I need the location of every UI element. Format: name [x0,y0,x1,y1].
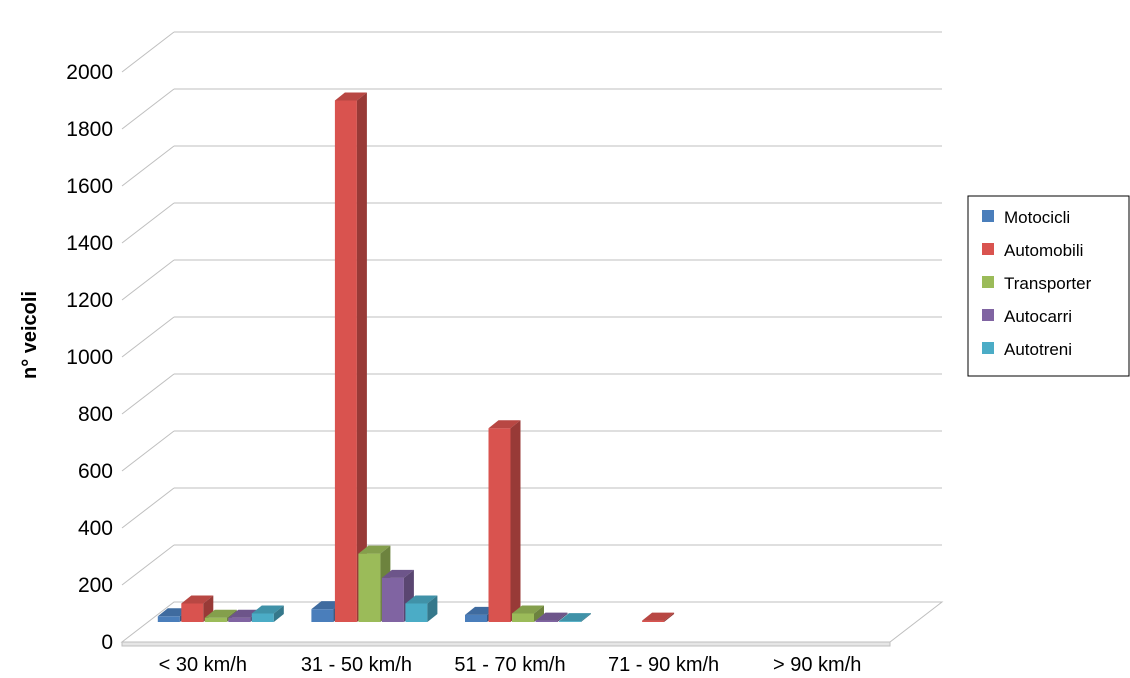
gridline-side [121,31,175,73]
bar-side [273,605,284,622]
y-tick-label: 1800 [66,118,113,141]
y-tick-label: 1000 [66,346,113,369]
legend-swatch [982,309,994,321]
bar-front [559,621,581,622]
y-tick-label: 2000 [66,61,113,84]
legend-label: Autotreni [1004,340,1072,359]
bar-top [642,612,675,621]
legend-label: Automobili [1004,241,1083,260]
x-tick-label: < 30 km/h [159,654,247,676]
gridline-side [121,487,175,529]
gridlines [120,31,944,647]
bar-top [381,569,414,578]
y-tick-label: 0 [101,631,113,654]
x-tick-label: > 90 km/h [773,654,861,676]
bar-top [358,545,391,554]
bar-side [510,420,521,622]
legend-swatch [982,342,994,354]
bar-side [356,92,367,622]
gridline-side [121,145,175,187]
bar-front [535,620,558,622]
legend-label: Transporter [1004,274,1092,293]
bar-front [228,617,251,622]
bar-top [535,612,568,621]
bar-front [181,603,204,622]
bar-front [642,620,665,622]
x-tick-label: 51 - 70 km/h [454,654,565,676]
bar-top [181,595,214,604]
y-axis-title: n° veicoli [19,291,41,379]
bar-top [559,613,591,622]
y-tick-label: 1200 [66,289,113,312]
bar-autotreni-2 [405,595,438,622]
gridline-side [121,202,175,244]
gridline-side [121,259,175,301]
gridline-side [121,544,175,586]
bar-side [664,612,675,622]
gridline-side [121,430,175,472]
bar-front [311,609,334,622]
bar-front [488,428,511,622]
bar-side [557,612,568,622]
bar-front [358,553,381,622]
bar-top [405,595,438,604]
legend: Motocicli Automobili Transporter Autocarri A… [967,195,1130,377]
bar-side [581,613,591,622]
legend-box [967,195,1130,377]
gridline-side [121,88,175,130]
legend-label: Autocarri [1004,307,1072,326]
bar-side [534,605,544,622]
gridline-side [121,373,175,415]
x-tick-label: 31 - 50 km/h [301,654,412,676]
gridline-side [121,316,175,358]
bar-front [157,616,180,622]
y-axis: 0 200 400 600 800 1000 1200 1400 1600 1800 2000 [66,61,113,654]
x-axis-labels: < 30 km/h 31 - 50 km/h 51 - 70 km/h 71 - 90… [159,654,862,676]
bar-transporter-3 [512,605,544,622]
bar-top [512,605,544,614]
legend-label: Motocicli [1004,208,1070,227]
bars [157,92,675,622]
bar-front [204,617,227,622]
bar-automobili-4 [642,612,675,622]
y-tick-label: 800 [78,403,113,426]
y-tick-label: 400 [78,517,113,540]
bar-automobili-3 [488,420,521,622]
y-tick-label: 600 [78,460,113,483]
bar-front [465,614,487,622]
legend-swatch [982,210,994,222]
legend-swatch [982,243,994,255]
bar-autotreni-1 [251,605,284,622]
y-tick-label: 1600 [66,175,113,198]
bar-automobili-2 [334,92,367,622]
chart-floor-edge [121,641,891,647]
bar-side [427,595,438,622]
y-tick-label: 1400 [66,232,113,255]
bar-front [512,613,534,622]
bar-top [251,605,284,614]
bar-autocarri-3 [535,612,568,622]
bar-top [204,609,237,618]
bar-autotreni-3 [559,613,591,622]
bar-front [405,603,428,622]
bar-top [334,92,367,101]
bar-front [334,100,357,622]
legend-swatch [982,276,994,288]
x-tick-label: 71 - 90 km/h [608,654,719,676]
bar-front [251,613,274,622]
bar-top [488,420,521,429]
bar-front [381,577,404,622]
y-tick-label: 200 [78,574,113,597]
